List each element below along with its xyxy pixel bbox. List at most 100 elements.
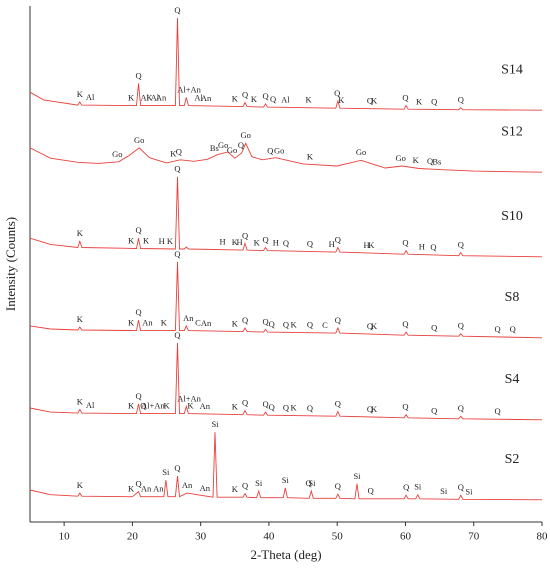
peak-label: K	[290, 319, 297, 329]
x-tick-label: 80	[537, 531, 549, 543]
x-tick-label: 70	[468, 531, 480, 543]
peak-label: Si	[282, 475, 290, 485]
peak-label: K	[167, 236, 174, 246]
peak-label: Si	[308, 478, 316, 488]
peak-label: Si	[255, 478, 263, 488]
peak-label: C	[195, 318, 201, 328]
peak-label: Q	[242, 315, 248, 325]
peak-label: Q	[368, 486, 374, 496]
series-label: S8	[505, 290, 520, 305]
peak-label: Si	[353, 471, 361, 481]
peak-label: Q	[334, 88, 340, 98]
peak-label: Q	[305, 478, 311, 488]
peak-label: Q	[402, 238, 408, 248]
peak-label: Al	[86, 92, 95, 102]
peak-label: Q	[135, 479, 141, 489]
x-tick-label: 50	[332, 531, 344, 543]
peak-label: Go	[356, 147, 366, 157]
peak-label: Q	[335, 481, 341, 491]
peak-label: Q	[495, 324, 501, 334]
peak-label: H	[363, 240, 369, 250]
peak-label: Al	[281, 94, 290, 104]
peak-label: Q	[242, 481, 248, 491]
peak-label: Q	[262, 234, 268, 244]
peak-label: H	[273, 238, 279, 248]
peak-label: Q	[269, 402, 275, 412]
peak-label: Go	[395, 153, 405, 163]
peak-label: K	[232, 484, 239, 494]
peak-label: K	[371, 96, 378, 106]
peak-label: K	[254, 237, 261, 247]
peak-label: Si	[440, 486, 448, 496]
peak-label: K	[77, 396, 84, 406]
peak-label: Q	[283, 238, 289, 248]
peak-label: An	[183, 313, 194, 323]
peak-label: Bs	[210, 143, 219, 153]
peak-label: Q	[283, 402, 289, 412]
peak-label: Q	[335, 315, 341, 325]
peak-label: Q	[174, 463, 180, 473]
peak-label: An	[201, 93, 212, 103]
series-label: S4	[505, 372, 520, 387]
peak-label: Al	[151, 93, 160, 103]
peak-label: K	[77, 480, 84, 490]
peak-label: Q	[430, 242, 436, 252]
peak-label: H	[159, 236, 165, 246]
peak-label: H	[329, 239, 335, 249]
peak-label: Q	[402, 319, 408, 329]
peak-label: Q	[135, 225, 141, 235]
peak-label: Q	[307, 403, 313, 413]
peak-label: K	[232, 93, 239, 103]
peak-label: H	[419, 242, 425, 252]
peak-label: Go	[227, 145, 237, 155]
peak-label: Go	[112, 149, 122, 159]
peak-label: K	[371, 321, 378, 331]
peak-label: Q	[458, 95, 464, 105]
peak-label: K	[128, 92, 135, 102]
xrd-pattern	[29, 432, 543, 501]
xrd-pattern	[29, 142, 543, 173]
peak-label: Q	[458, 321, 464, 331]
peak-label: Q	[367, 96, 373, 106]
peak-label: Q	[431, 405, 437, 415]
x-tick-label: 30	[195, 531, 207, 543]
peak-label: Go	[134, 135, 144, 145]
peak-label: Q	[367, 404, 373, 414]
peak-label: Q	[135, 307, 141, 317]
peak-label: Q	[403, 482, 409, 492]
series-label: S2	[505, 452, 520, 467]
peak-label: Q	[174, 5, 180, 15]
peak-label: Al	[140, 93, 149, 103]
peak-label: Q	[335, 399, 341, 409]
peak-label: An	[182, 480, 193, 490]
peak-label: K	[146, 93, 153, 103]
peak-label: K	[416, 96, 423, 106]
peak-label: Al	[86, 400, 95, 410]
peak-label: K	[338, 95, 345, 105]
peak-label: Q	[174, 164, 180, 174]
peak-label: Q	[242, 397, 248, 407]
peak-label: Go	[218, 140, 228, 150]
peak-label: Q	[176, 147, 182, 157]
x-axis-label: 2-Theta (deg)	[250, 547, 321, 562]
peak-label: Q	[267, 145, 273, 155]
peak-label: Q	[242, 89, 248, 99]
peak-label: Q	[495, 406, 501, 416]
peak-label: K	[305, 95, 312, 105]
peak-label: Q	[307, 320, 313, 330]
peak-label: K	[251, 94, 258, 104]
peak-label: An	[141, 484, 152, 494]
x-tick-label: 60	[400, 531, 412, 543]
peak-label: Al+An	[177, 84, 201, 94]
peak-label: Go	[274, 145, 284, 155]
peak-label: Q	[269, 319, 275, 329]
peak-label: Q	[262, 399, 268, 409]
peak-label: Q	[283, 319, 289, 329]
peak-label: K	[77, 314, 84, 324]
peak-label: Q	[307, 238, 313, 248]
peak-label: Go	[241, 130, 251, 140]
xrd-pattern	[29, 342, 543, 421]
peak-label: Si	[414, 482, 422, 492]
series-label: S10	[501, 209, 523, 224]
